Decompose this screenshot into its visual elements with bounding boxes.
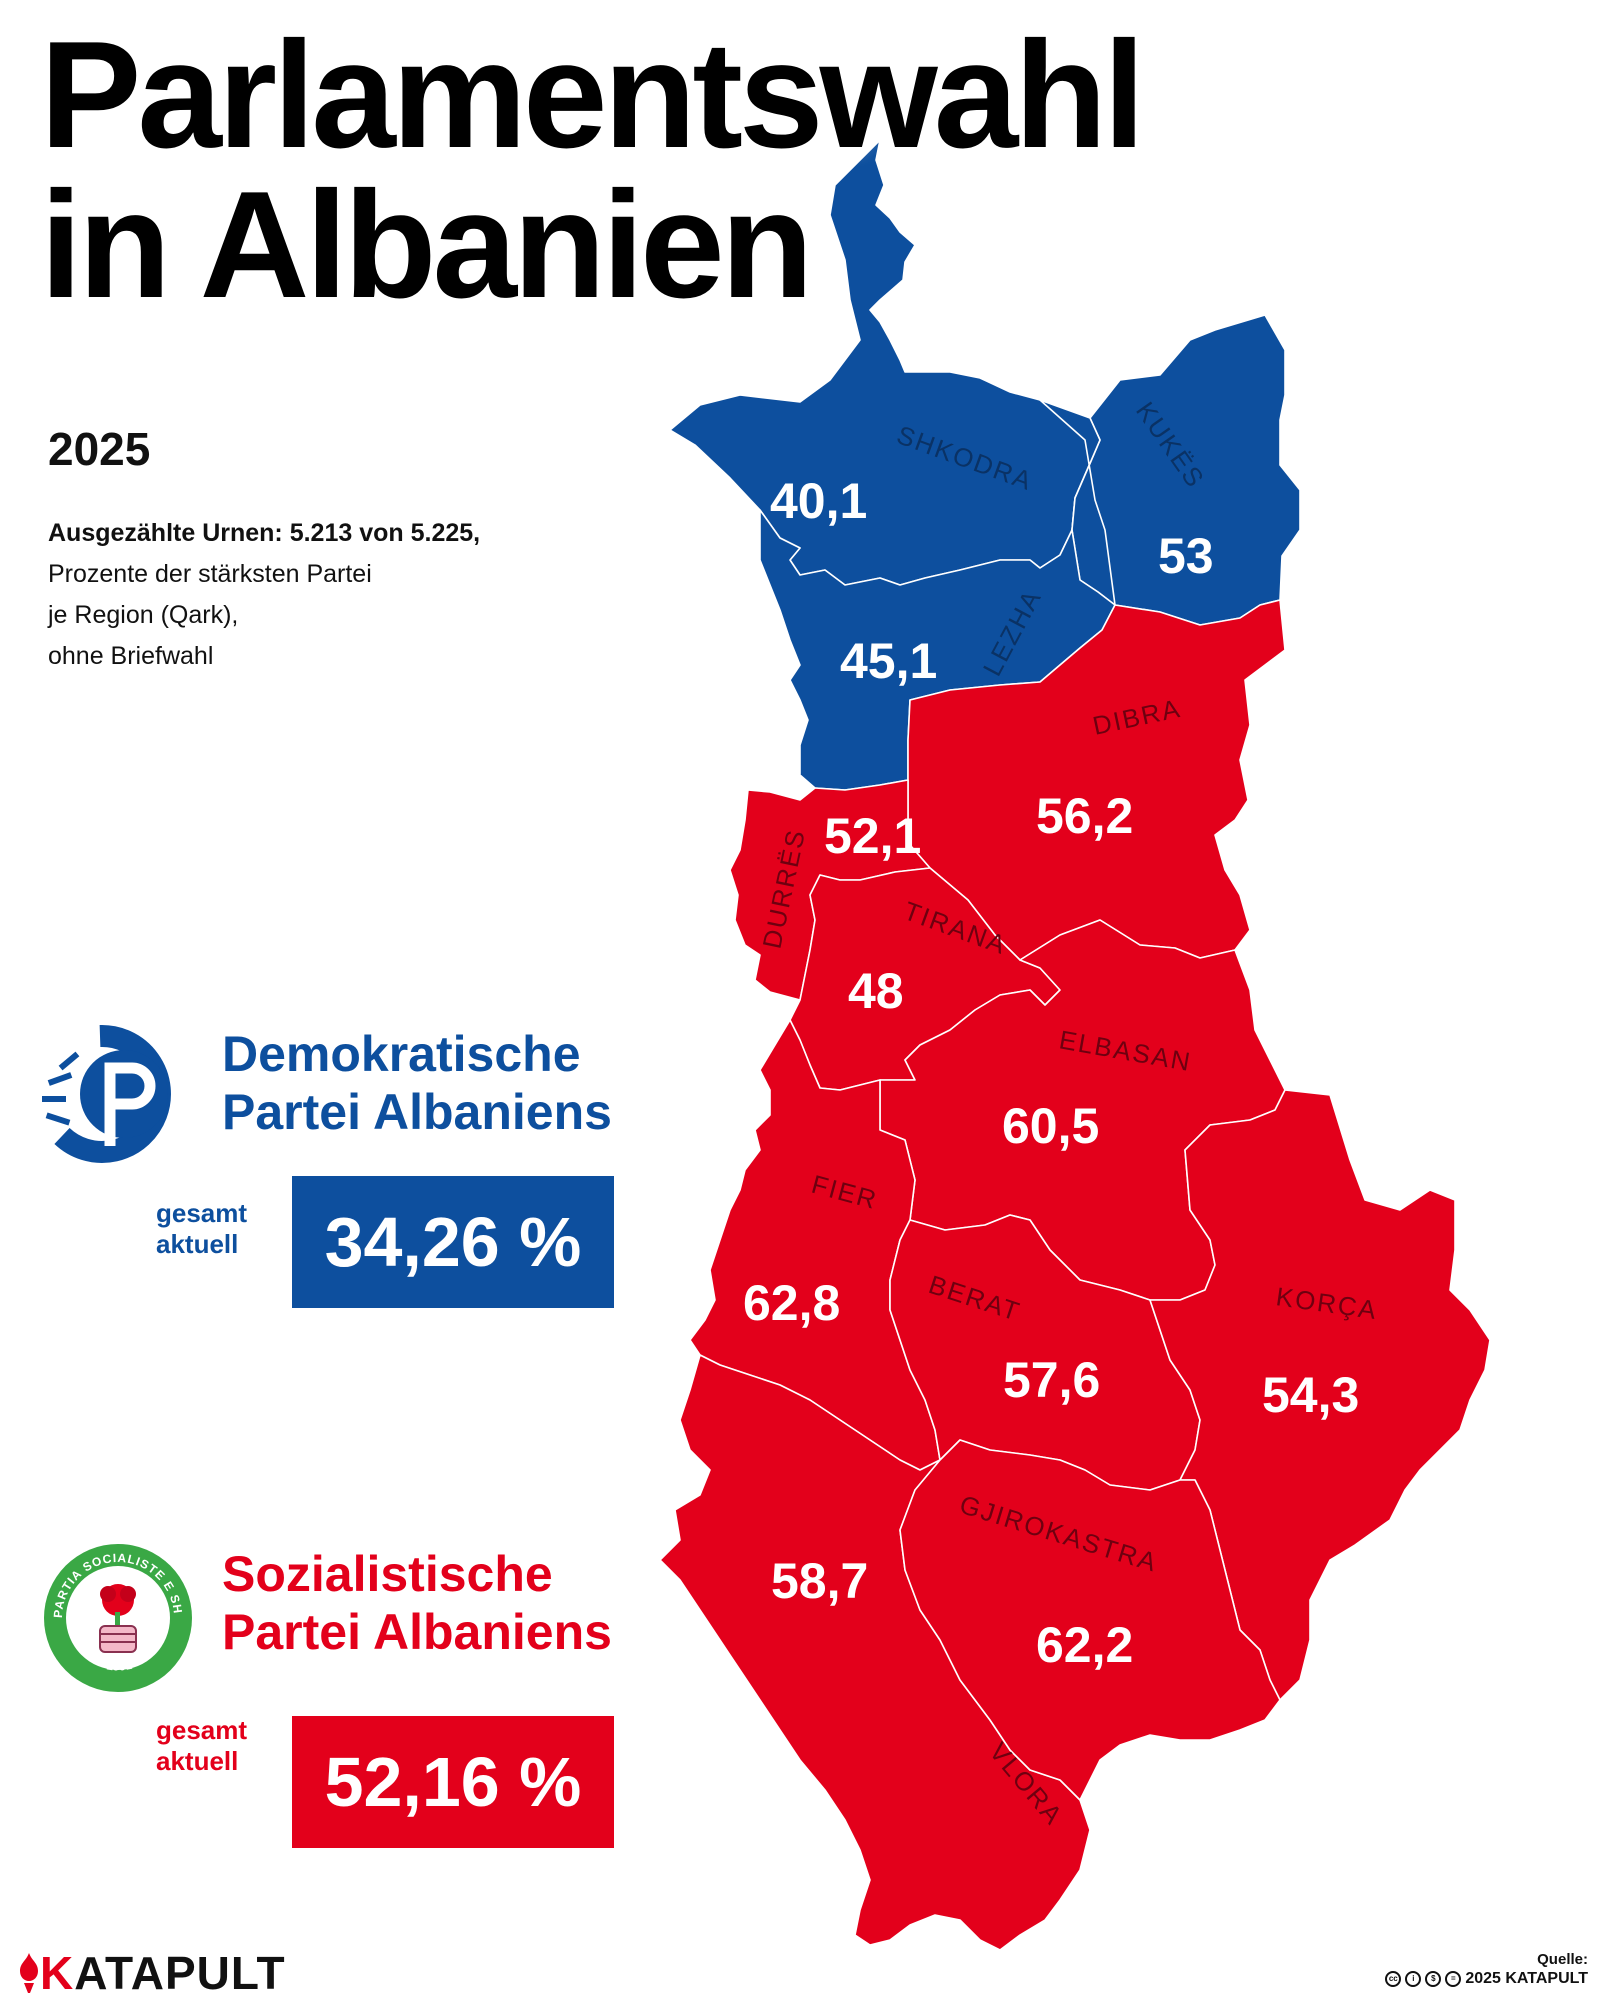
dp-total-box: 34,26 %: [292, 1176, 614, 1308]
brand-letter-k: K: [40, 1947, 75, 1999]
cc-nc-icon: $: [1425, 1971, 1442, 1987]
title-line-2: in Albanien: [40, 160, 814, 331]
cc-icon: cc: [1385, 1971, 1402, 1987]
dp-name: Demokratische Partei Albaniens: [222, 1025, 612, 1141]
subtitle-line-1: Ausgezählte Urnen: 5.213 von 5.225,: [48, 519, 481, 547]
region-value-berat: 57,6: [1003, 1352, 1100, 1408]
dp-total-value: 34,26 %: [324, 1203, 582, 1281]
region-gjirokastra[interactable]: [899, 1439, 1281, 1801]
ps-total-box: 52,16 %: [292, 1716, 614, 1848]
source-text: 2025 KATAPULT: [1465, 1970, 1588, 1987]
dp-total-label-line-1: gesamt: [156, 1198, 248, 1228]
region-value-dibra: 56,2: [1036, 788, 1133, 844]
subtitle-line-3: je Region (Qark),: [48, 601, 239, 629]
region-value-gjirokastra: 62,2: [1036, 1617, 1133, 1673]
ps-total-label-line-1: gesamt: [156, 1715, 248, 1745]
region-value-kukes: 53: [1158, 528, 1214, 584]
region-value-fier: 62,8: [743, 1275, 840, 1331]
year-label: 2025: [48, 423, 151, 475]
ps-logo-year: 1991: [106, 1658, 134, 1674]
region-value-shkodra: 40,1: [770, 473, 867, 529]
dp-total-label-line-2: aktuell: [156, 1229, 239, 1259]
subtitle-line-2: Prozente der stärksten Partei: [48, 560, 372, 588]
katapult-flame-icon: [20, 1953, 38, 1993]
region-value-durres: 52,1: [824, 808, 921, 864]
subtitle: Ausgezählte Urnen: 5.213 von 5.225, Proz…: [48, 513, 568, 677]
cc-nd-icon: =: [1445, 1971, 1462, 1987]
source-credit: cc i $ = 2025 KATAPULT: [1385, 1970, 1588, 1988]
region-value-vlora: 58,7: [771, 1553, 868, 1609]
source-label: Quelle:: [1537, 1951, 1588, 1968]
region-value-korca: 54,3: [1262, 1367, 1359, 1423]
dp-name-line-2: Partei Albaniens: [222, 1084, 612, 1140]
subtitle-line-4: ohne Briefwahl: [48, 642, 214, 670]
region-value-tirana: 48: [848, 963, 904, 1019]
svg-text:1991: 1991: [106, 1658, 134, 1674]
ps-total-value: 52,16 %: [324, 1743, 582, 1821]
ps-name: Sozialistische Partei Albaniens: [222, 1545, 612, 1661]
region-value-lezha: 45,1: [840, 633, 937, 689]
ps-total-label-line-2: aktuell: [156, 1746, 239, 1776]
region-value-elbasan: 60,5: [1002, 1098, 1099, 1154]
title-line-1: Parlamentswahl: [40, 10, 1145, 180]
dp-name-line-1: Demokratische: [222, 1026, 581, 1082]
ps-logo-icon: PARTIA SOCIALISTE E SHQIPËRISË 1991: [37, 1530, 194, 1694]
page-title: Parlamentswahl in Albanien: [40, 10, 1145, 331]
katapult-logo: K ATAPULT: [18, 1946, 286, 2000]
brand-name-rest: ATAPULT: [74, 1947, 286, 1999]
cc-by-icon: i: [1405, 1971, 1422, 1987]
ps-name-line-1: Sozialistische: [222, 1546, 553, 1602]
ps-total-label: gesamt aktuell: [156, 1715, 247, 1777]
ps-name-line-2: Partei Albaniens: [222, 1604, 612, 1660]
dp-logo-icon: [40, 1018, 190, 1168]
dp-total-label: gesamt aktuell: [156, 1198, 247, 1260]
